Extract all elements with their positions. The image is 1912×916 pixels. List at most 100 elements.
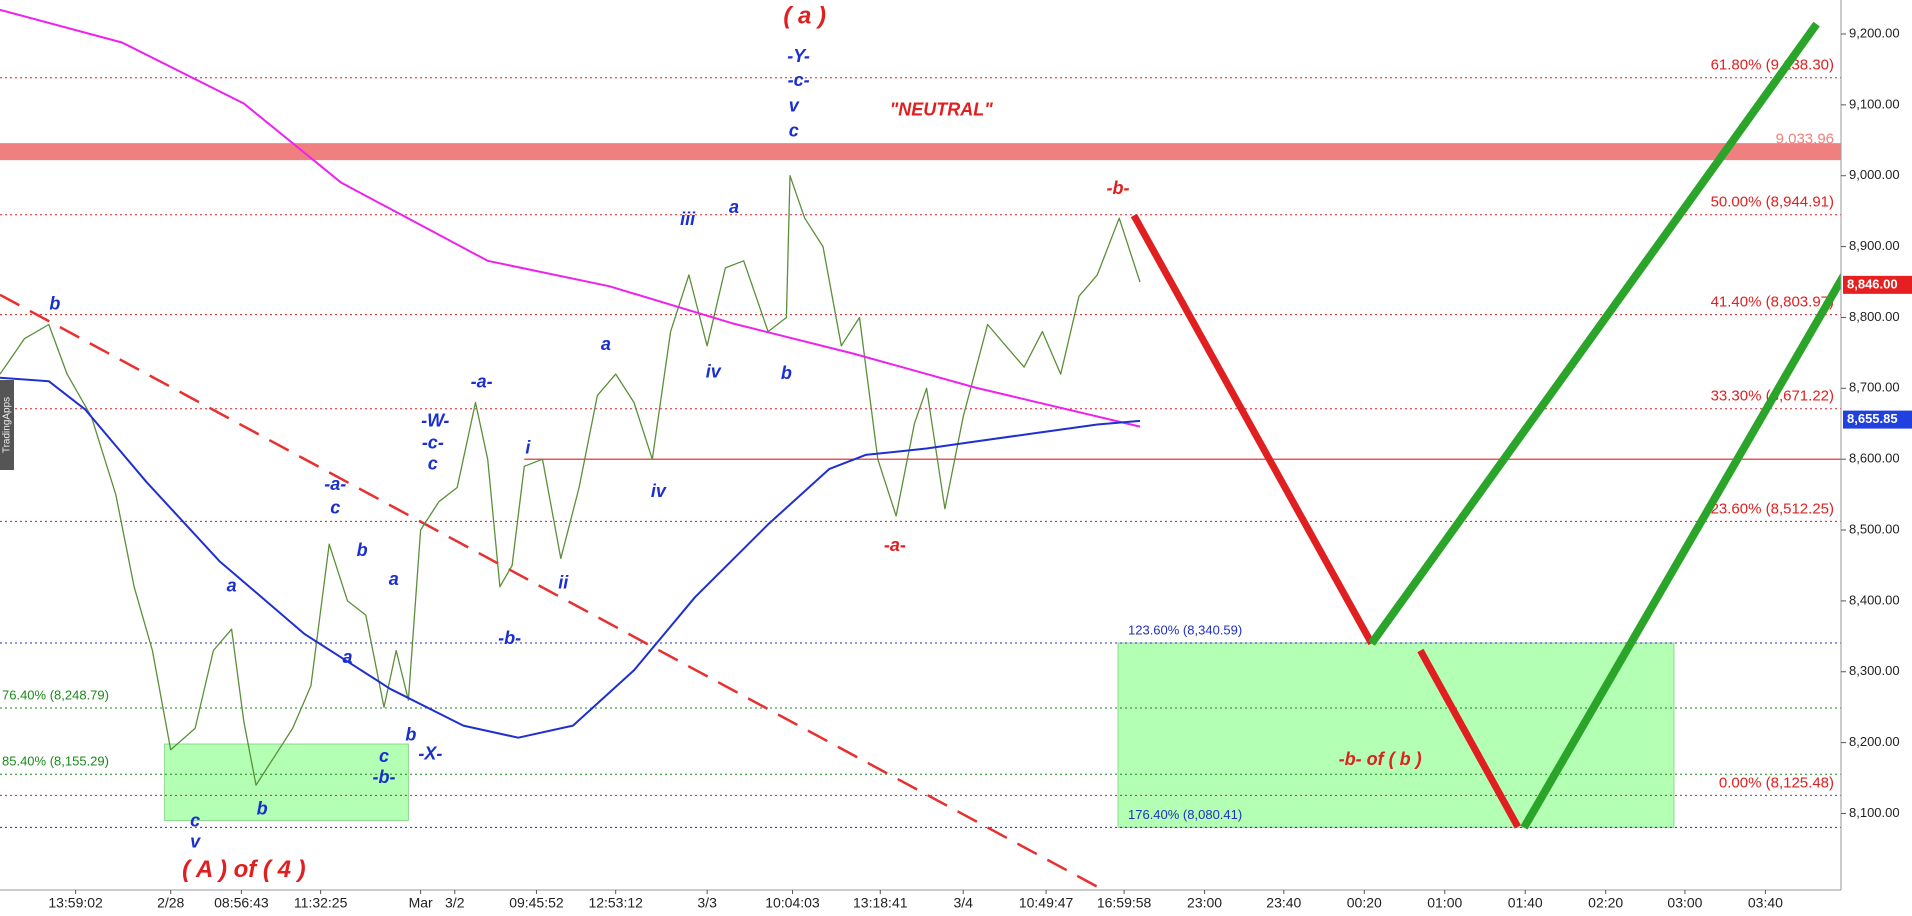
projection-line — [1130, 213, 1375, 646]
wave-label: ( a ) — [783, 2, 826, 29]
y-tick-label: 8,800.00 — [1849, 309, 1900, 324]
moving-average — [0, 376, 1141, 739]
x-tick-label: 16:59:58 — [1097, 895, 1152, 911]
y-tick-label: 8,400.00 — [1849, 592, 1900, 607]
x-tick-label: Mar — [409, 895, 433, 911]
x-tick-label: 02:20 — [1588, 895, 1623, 911]
y-tick-label: 8,500.00 — [1849, 521, 1900, 536]
wave-label: c — [330, 498, 340, 518]
wave-label: -a- — [324, 474, 346, 494]
wave-label: b — [357, 540, 368, 560]
wave-label: -Y- — [787, 46, 810, 66]
x-tick-label: 10:04:03 — [765, 895, 820, 911]
wave-label: c — [190, 811, 200, 831]
wave-label: iv — [651, 481, 667, 501]
wave-label: a — [601, 334, 611, 354]
wave-label: "NEUTRAL" — [890, 99, 994, 119]
wave-label: -c- — [788, 70, 810, 90]
x-tick-label: 10:49:47 — [1019, 895, 1074, 911]
y-tick-label: 9,000.00 — [1849, 167, 1900, 182]
x-tick-label: 23:00 — [1187, 895, 1222, 911]
y-tick-label: 8,900.00 — [1849, 238, 1900, 253]
fib-label: 61.80% (9,138.30) — [1711, 57, 1834, 74]
wave-label: c — [428, 454, 438, 474]
x-tick-label: 11:32:25 — [294, 895, 348, 911]
wave-label: c — [789, 121, 799, 141]
x-tick-label: 08:56:43 — [214, 895, 269, 911]
x-tick-label: 3/2 — [445, 895, 465, 911]
x-tick-label: 13:18:41 — [853, 895, 908, 911]
x-tick-label: 2/28 — [157, 895, 184, 911]
resistance-band — [0, 143, 1841, 161]
projection-line — [1417, 648, 1521, 829]
x-tick-label: 12:53:12 — [588, 895, 643, 911]
wave-label: iii — [680, 209, 696, 229]
y-tick-label: 8,700.00 — [1849, 380, 1900, 395]
wave-label: a — [729, 197, 739, 217]
wave-label: b — [781, 363, 792, 383]
y-tick-label: 8,600.00 — [1849, 451, 1900, 466]
wave-label: -b- — [1107, 178, 1130, 198]
wave-label: ( A ) of ( 4 ) — [182, 856, 306, 883]
price-line — [0, 175, 1141, 786]
wave-label: b — [405, 724, 416, 744]
wave-label: -c- — [422, 432, 444, 452]
target-zone — [1117, 642, 1675, 828]
x-tick-label: 00:20 — [1347, 895, 1382, 911]
wave-label: a — [389, 569, 399, 589]
fib-label: 50.00% (8,944.91) — [1711, 194, 1834, 211]
watermark: TradingApps — [2, 397, 13, 453]
fib-label: 76.40% (8,248.79) — [2, 687, 109, 702]
x-tick-label: 13:59:02 — [48, 895, 103, 911]
x-tick-label: 01:00 — [1427, 895, 1462, 911]
y-tick-label: 8,200.00 — [1849, 734, 1900, 749]
y-tick-label: 8,300.00 — [1849, 663, 1900, 678]
wave-label: v — [190, 831, 201, 851]
wave-label: a — [342, 647, 352, 667]
price-tag — [1843, 275, 1912, 294]
wave-label: -W- — [421, 410, 449, 430]
trend-line — [0, 293, 1104, 892]
fib-label: 176.40% (8,080.41) — [1128, 807, 1242, 822]
moving-average — [0, 8, 1141, 428]
x-tick-label: 09:45:52 — [509, 895, 564, 911]
wave-label: c — [379, 746, 389, 766]
x-tick-label: 03:00 — [1667, 895, 1702, 911]
price-tag-label: 8,846.00 — [1847, 276, 1898, 291]
target-zone — [164, 743, 409, 822]
y-tick-label: 8,100.00 — [1849, 805, 1900, 820]
fib-label: 23.60% (8,512.25) — [1711, 500, 1834, 517]
fib-label: 41.40% (8,803.97) — [1711, 294, 1834, 311]
wave-label: v — [789, 96, 800, 116]
x-tick-label: 3/4 — [953, 895, 973, 911]
fib-label: 9,033.96 — [1776, 131, 1834, 148]
wave-label: -b- — [373, 767, 396, 787]
price-axis — [1841, 0, 1912, 916]
watermark-box — [0, 380, 14, 470]
wave-label: iv — [706, 361, 722, 381]
wave-label: b — [257, 799, 268, 819]
x-tick-label: 03:40 — [1748, 895, 1783, 911]
price-tag — [1843, 410, 1912, 429]
wave-label: -a- — [884, 535, 906, 555]
wave-label: -b- of ( b ) — [1339, 749, 1422, 769]
wave-label: i — [525, 437, 531, 457]
wave-label: -b- — [498, 628, 521, 648]
price-tag-label: 8,655.85 — [1847, 411, 1898, 426]
wave-label: -X- — [418, 743, 442, 763]
x-tick-label: 3/3 — [697, 895, 717, 911]
y-tick-label: 9,200.00 — [1849, 25, 1900, 40]
fib-label: 85.40% (8,155.29) — [2, 754, 109, 769]
wave-label: ii — [558, 573, 569, 593]
x-tick-label: 23:40 — [1266, 895, 1301, 911]
wave-label: -a- — [471, 371, 493, 391]
projection-line — [1368, 21, 1820, 646]
fib-label: 123.60% (8,340.59) — [1128, 622, 1242, 637]
fib-label: 0.00% (8,125.48) — [1719, 774, 1834, 791]
wave-label: a — [227, 575, 237, 595]
x-tick-label: 01:40 — [1508, 895, 1543, 911]
wave-label: b — [49, 293, 60, 313]
y-tick-label: 9,100.00 — [1849, 96, 1900, 111]
